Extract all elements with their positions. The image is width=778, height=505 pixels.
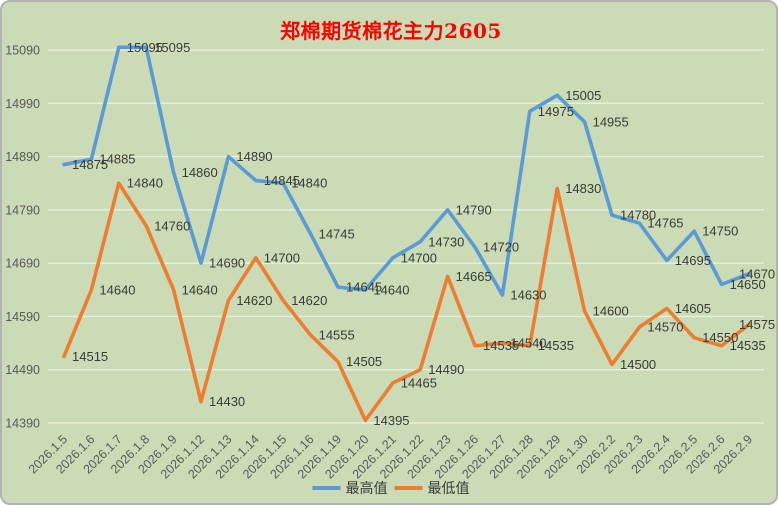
- data-label: 14750: [702, 224, 738, 239]
- data-label: 14490: [428, 362, 464, 377]
- data-label: 14875: [72, 157, 108, 172]
- data-label: 14640: [182, 282, 218, 297]
- data-label: 14695: [675, 253, 711, 268]
- data-label: 14500: [620, 357, 656, 372]
- data-label: 14620: [236, 293, 272, 308]
- data-label: 14535: [483, 338, 519, 353]
- legend-line-highest-icon: [312, 486, 341, 490]
- data-label: 14790: [456, 202, 492, 217]
- y-axis-tick-label: 14990: [5, 97, 40, 111]
- y-axis-tick-label: 14690: [5, 257, 40, 271]
- data-label: 14430: [209, 394, 245, 409]
- data-label: 14955: [593, 114, 629, 129]
- data-label: 14665: [456, 269, 492, 284]
- data-label: 15005: [565, 88, 601, 103]
- y-axis-tick-label: 15090: [5, 44, 40, 58]
- data-label: 14830: [565, 181, 601, 196]
- data-label: 14840: [127, 176, 163, 191]
- y-axis-tick-label: 14590: [5, 310, 40, 324]
- data-label: 14505: [346, 354, 382, 369]
- data-label: 14670: [739, 266, 775, 281]
- data-label: 14690: [209, 256, 245, 271]
- legend-label-lowest: 最低值: [427, 480, 470, 496]
- legend-item-lowest: 最低值: [394, 478, 470, 498]
- data-label: 14395: [373, 413, 409, 428]
- data-label: 14700: [264, 250, 300, 265]
- data-label: 14840: [291, 176, 327, 191]
- data-label: 14845: [264, 173, 300, 188]
- data-label: 14515: [72, 349, 108, 364]
- data-label: 14890: [236, 149, 272, 164]
- data-label: 14640: [373, 282, 409, 297]
- data-label: 14575: [739, 317, 775, 332]
- data-label: 14730: [428, 234, 464, 249]
- data-label: 14745: [319, 226, 355, 241]
- data-label: 14700: [401, 250, 437, 265]
- data-label: 14885: [99, 152, 135, 167]
- data-label: 14535: [538, 338, 574, 353]
- data-label: 14605: [675, 301, 711, 316]
- data-label: 14555: [319, 328, 355, 343]
- legend-line-lowest-icon: [394, 486, 423, 490]
- series-line-highest: [62, 45, 751, 297]
- data-label: 15095: [127, 40, 163, 55]
- data-label: 14535: [730, 338, 766, 353]
- data-label: 14975: [538, 104, 574, 119]
- data-label: 14630: [510, 288, 546, 303]
- data-label: 14650: [730, 277, 766, 292]
- y-axis-tick-label: 14790: [5, 203, 40, 217]
- data-label: 14720: [483, 240, 519, 255]
- data-label: 14765: [647, 216, 683, 231]
- series-line-lowest: [62, 181, 751, 423]
- data-label: 14550: [702, 330, 738, 345]
- data-label: 14620: [291, 293, 327, 308]
- data-label: 14570: [647, 320, 683, 335]
- data-label: 14645: [346, 280, 382, 295]
- data-label: 14860: [182, 165, 218, 180]
- legend: 最高值 最低值: [312, 478, 470, 498]
- data-label: 14465: [401, 376, 437, 391]
- y-axis-tick-label: 14390: [5, 417, 40, 431]
- data-label: 14600: [593, 304, 629, 319]
- data-label: 14640: [99, 282, 135, 297]
- data-label: 14540: [510, 336, 546, 351]
- legend-label-highest: 最高值: [345, 480, 388, 496]
- y-axis-tick-label: 14490: [5, 363, 40, 377]
- chart-title: 郑棉期货棉花主力2605: [280, 19, 502, 43]
- legend-item-highest: 最高值: [312, 478, 388, 498]
- y-axis-tick-label: 14890: [5, 150, 40, 164]
- data-label: 14760: [154, 218, 190, 233]
- data-label: 14780: [620, 208, 656, 223]
- data-label: 15095: [154, 40, 190, 55]
